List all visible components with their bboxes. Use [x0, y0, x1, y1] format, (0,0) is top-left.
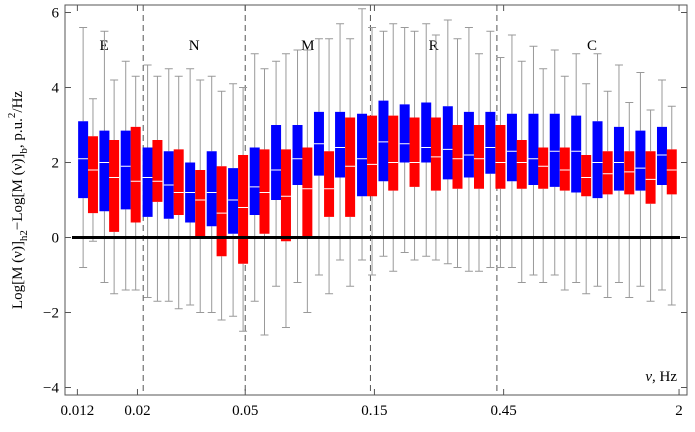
y-tick-label: 6 [52, 6, 60, 22]
y-tick-label: −4 [43, 381, 59, 397]
box [624, 151, 635, 195]
box [495, 125, 506, 189]
box [142, 147, 153, 217]
y-label-part: 2 [6, 113, 18, 119]
box [249, 147, 260, 215]
box [378, 100, 389, 182]
box [357, 113, 368, 197]
x-tick-label: 0.02 [124, 403, 150, 419]
box [463, 111, 474, 178]
box [538, 147, 549, 189]
box [516, 140, 527, 189]
y-label-part: , p.u. [10, 118, 26, 148]
box [549, 113, 560, 187]
y-tick-label: 2 [52, 156, 60, 172]
box [388, 115, 399, 191]
box [259, 149, 270, 234]
box [324, 151, 335, 217]
plot-frame [64, 4, 688, 396]
box [635, 130, 646, 191]
box [130, 126, 141, 223]
box [367, 115, 378, 197]
box [559, 147, 570, 191]
box [474, 125, 485, 189]
region-label: C [587, 38, 597, 54]
y-axis-label: Log[M (ν)]h2−Log[M (ν)]b, p.u.2/Hz [6, 91, 30, 310]
box [206, 151, 217, 227]
box [645, 151, 656, 204]
box [292, 125, 303, 185]
box [335, 111, 346, 178]
box [280, 149, 291, 242]
box [581, 155, 592, 197]
y-label-part: b [18, 148, 30, 154]
box [421, 102, 432, 163]
box [528, 113, 539, 185]
box [152, 140, 163, 202]
box [666, 149, 677, 195]
x-label-part: , Hz [652, 369, 677, 385]
box [592, 121, 603, 199]
box [228, 168, 239, 234]
box [238, 155, 249, 264]
box [409, 117, 420, 187]
box [302, 147, 313, 238]
box [78, 121, 89, 199]
y-label-part: −Log[M (ν)] [10, 154, 26, 230]
box [602, 151, 613, 195]
y-tick-label: −2 [43, 306, 59, 322]
box [506, 113, 517, 182]
x-tick-label: 0.05 [232, 403, 258, 419]
region-label: R [429, 38, 439, 54]
y-tick-label: 4 [52, 81, 60, 97]
box [271, 125, 282, 200]
box [109, 140, 120, 232]
y-label-part: /Hz [10, 91, 26, 113]
box [195, 170, 206, 238]
box [399, 104, 410, 163]
box [442, 106, 453, 180]
box [173, 149, 184, 215]
box [345, 117, 356, 217]
box [430, 117, 441, 191]
x-label-part: ν [645, 369, 652, 385]
x-tick-label: 0.012 [61, 403, 95, 419]
box [99, 130, 110, 212]
x-tick-label: 0.45 [490, 403, 516, 419]
x-tick-label: 2 [675, 403, 683, 419]
box [216, 166, 227, 257]
y-label-part: Log[M (ν)] [10, 241, 26, 309]
box [656, 126, 667, 185]
box [87, 136, 98, 214]
region-label: N [189, 38, 200, 54]
box [571, 115, 582, 193]
box [120, 130, 131, 210]
box [485, 111, 496, 174]
x-tick-label: 0.15 [361, 403, 387, 419]
box [452, 125, 463, 189]
box [613, 126, 624, 191]
y-tick-label: 0 [52, 231, 60, 247]
x-axis-label: ν, Hz [645, 369, 677, 385]
y-label-part: h2 [18, 230, 30, 241]
